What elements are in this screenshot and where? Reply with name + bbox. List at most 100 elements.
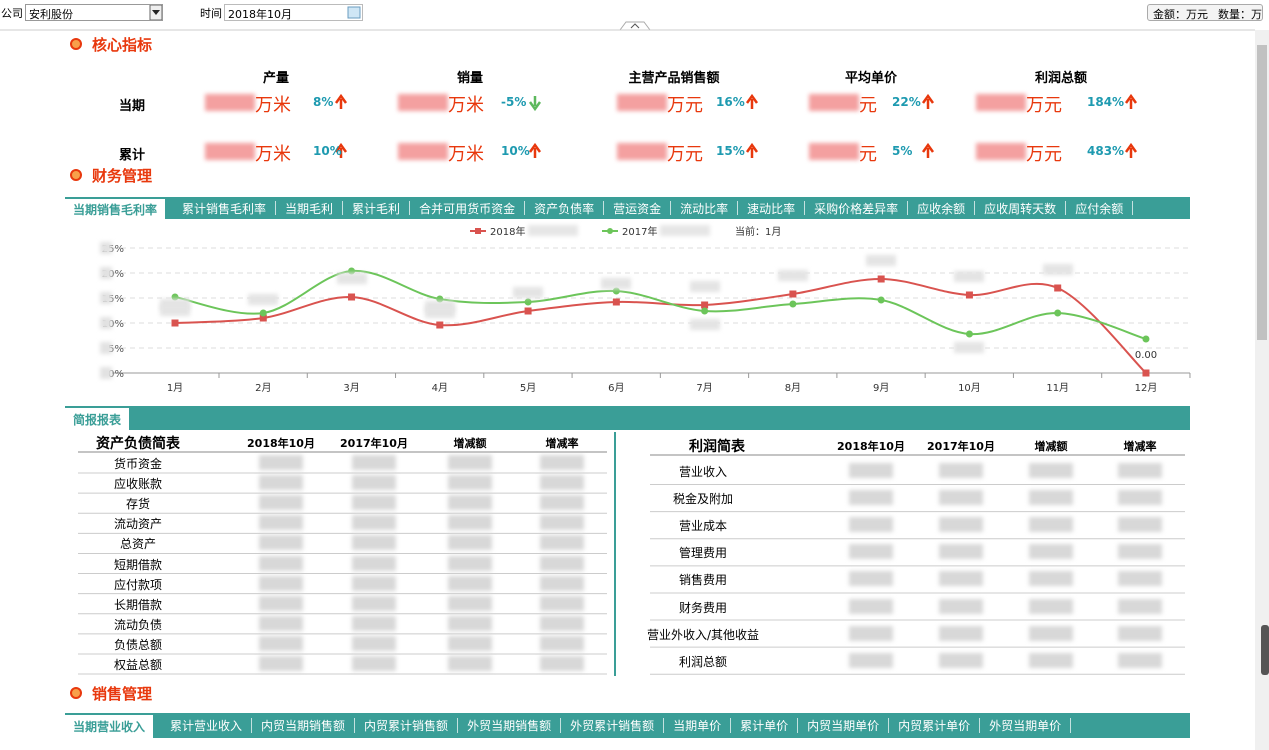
point	[436, 321, 444, 329]
blurred-value	[976, 143, 1026, 160]
tab[interactable]: 内贸累计销售额	[355, 718, 459, 733]
blurred-value	[205, 94, 255, 111]
tab[interactable]: 速动比率	[738, 201, 806, 216]
blurred-value	[100, 367, 112, 379]
blurred-value	[259, 656, 303, 671]
blurred-value	[448, 635, 492, 651]
tab[interactable]: 应付余额	[1066, 201, 1134, 216]
blurred-value	[1029, 598, 1073, 614]
point	[348, 267, 356, 275]
point	[259, 314, 267, 322]
blurred-value	[352, 595, 396, 611]
tab[interactable]: 内贸累计单价	[889, 718, 981, 733]
tab[interactable]: 累计毛利	[343, 201, 411, 216]
blurred-value	[448, 455, 492, 470]
amount-unit: 金额：万元	[1153, 8, 1208, 21]
y-tick-label: 0%	[108, 369, 124, 380]
tab[interactable]: 营运资金	[604, 201, 672, 216]
arrow-up	[334, 142, 348, 158]
blurred-value	[849, 544, 893, 560]
tab-active[interactable]: 当期销售毛利率	[65, 197, 166, 219]
blurred-value	[540, 555, 584, 571]
blurred-value	[1029, 625, 1073, 641]
tab[interactable]: 应收周转天数	[975, 201, 1067, 216]
unit: 万米	[448, 144, 484, 165]
unit: 万米	[448, 95, 484, 116]
blurred-value	[1118, 598, 1162, 614]
point	[1142, 335, 1150, 343]
side-handle[interactable]	[1261, 625, 1269, 675]
tab[interactable]: 累计销售毛利率	[173, 201, 277, 216]
change: -5%	[501, 95, 527, 109]
blurred-value	[939, 490, 983, 506]
legend-marker	[475, 228, 481, 234]
x-tick-label: 4月	[432, 382, 448, 394]
x-tick-label: 12月	[1135, 382, 1158, 394]
company-select[interactable]: 安利股份	[25, 4, 163, 21]
tab[interactable]: 外贸当期销售额	[458, 718, 562, 733]
tab[interactable]: 合并可用货币资金	[410, 201, 526, 216]
tab[interactable]: 应收余额	[908, 201, 976, 216]
y-tick-label: 5%	[108, 344, 124, 355]
blurred-value	[336, 273, 367, 284]
row-label: 应收账款	[113, 477, 162, 492]
change: 184%	[1087, 95, 1125, 109]
tab[interactable]: 资产负债率	[525, 201, 605, 216]
value-label: 0.00	[1135, 350, 1157, 361]
blurred-value	[352, 575, 396, 591]
tab-active[interactable]: 简报报表	[65, 406, 130, 430]
point	[877, 296, 885, 304]
blurred-value	[540, 575, 584, 591]
row-label: 财务费用	[678, 600, 727, 615]
blurred-value	[424, 307, 455, 318]
section-icon	[70, 38, 82, 50]
blurred-value	[617, 94, 667, 111]
point	[1054, 309, 1062, 317]
tab[interactable]: 当期毛利	[276, 201, 344, 216]
arrow-up	[1124, 93, 1138, 109]
tab[interactable]: 外贸当期单价	[980, 718, 1072, 733]
column-header: 2018年10月	[837, 440, 905, 453]
blurred-value	[540, 515, 584, 531]
blurred-value	[1118, 544, 1162, 560]
scroll-thumb[interactable]	[1257, 45, 1267, 340]
tab[interactable]: 采购价格差异率	[805, 201, 909, 216]
change: 8%	[313, 95, 334, 109]
row-label: 累计	[118, 148, 145, 163]
row-label: 存货	[125, 497, 150, 512]
blurred-value	[849, 571, 893, 587]
change: 22%	[892, 95, 921, 109]
blurred-value	[448, 595, 492, 611]
y-tick-label: 10%	[102, 319, 124, 330]
tab-active[interactable]: 当期营业收入	[65, 713, 154, 738]
tab[interactable]: 流动比率	[671, 201, 739, 216]
point	[524, 307, 532, 315]
column-header: 平均单价	[844, 71, 897, 86]
blurred-value	[849, 598, 893, 614]
tab[interactable]: 外贸累计销售额	[561, 718, 665, 733]
point	[701, 307, 709, 315]
tab[interactable]: 累计营业收入	[161, 718, 253, 733]
blurred-value	[1118, 652, 1162, 668]
blurred-value	[259, 455, 303, 470]
tab[interactable]: 内贸当期销售额	[252, 718, 356, 733]
unit: 万米	[255, 95, 291, 116]
blurred-value	[939, 652, 983, 668]
blurred-value	[352, 535, 396, 551]
tab[interactable]: 累计单价	[731, 718, 799, 733]
time-input[interactable]: 2018年10月	[224, 4, 363, 21]
blurred-value	[513, 287, 544, 298]
row-label: 利润总额	[678, 654, 727, 669]
x-tick-label: 11月	[1046, 382, 1069, 394]
tab[interactable]: 内贸当期单价	[798, 718, 890, 733]
blurred-value	[660, 225, 710, 236]
label: 公司	[1, 7, 23, 20]
unit: 万米	[255, 144, 291, 165]
change: 15%	[716, 144, 745, 158]
blurred-value	[540, 615, 584, 631]
tab[interactable]: 当期单价	[664, 718, 732, 733]
blurred-value	[689, 281, 720, 292]
column-header: 销量	[456, 71, 483, 86]
unit: 元	[859, 144, 877, 165]
